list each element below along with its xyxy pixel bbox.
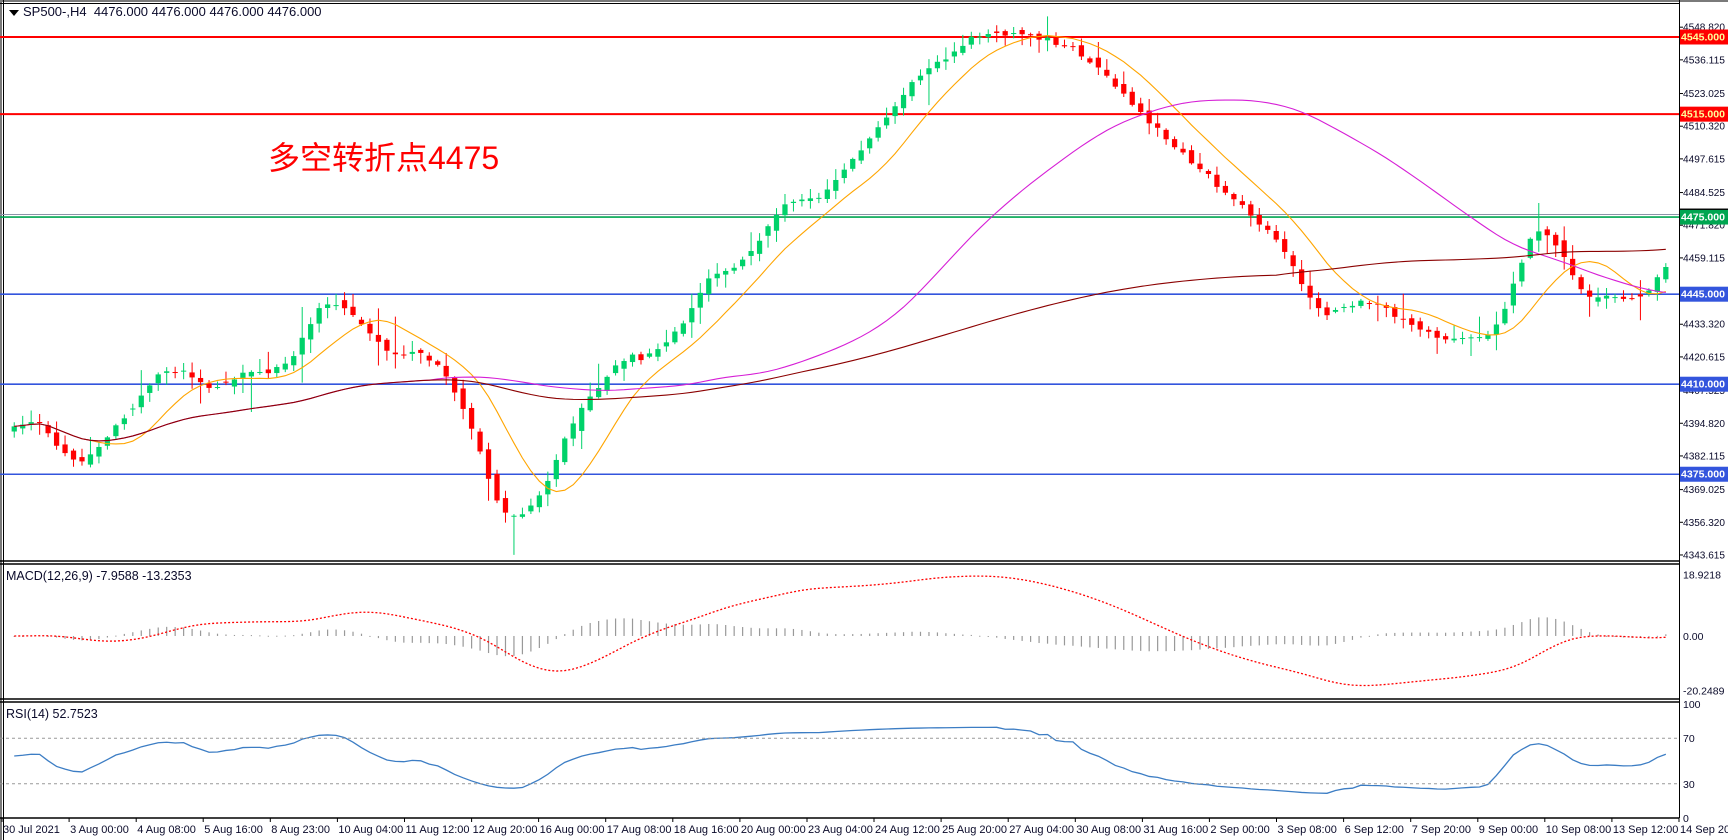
svg-text:4536.115: 4536.115 — [1683, 55, 1725, 66]
svg-text:4382.115: 4382.115 — [1683, 451, 1725, 462]
svg-text:4545.000: 4545.000 — [1681, 33, 1725, 44]
svg-text:30 Aug 08:00: 30 Aug 08:00 — [1076, 824, 1141, 836]
svg-text:6 Sep 12:00: 6 Sep 12:00 — [1345, 824, 1404, 836]
svg-text:3 Aug 00:00: 3 Aug 00:00 — [70, 824, 129, 836]
svg-text:10 Aug 04:00: 10 Aug 04:00 — [338, 824, 403, 836]
svg-text:12 Aug 20:00: 12 Aug 20:00 — [473, 824, 538, 836]
svg-text:4515.000: 4515.000 — [1681, 110, 1725, 121]
svg-text:20 Aug 00:00: 20 Aug 00:00 — [741, 824, 806, 836]
svg-text:25 Aug 20:00: 25 Aug 20:00 — [942, 824, 1007, 836]
svg-text:0.00: 0.00 — [1683, 631, 1704, 643]
svg-text:4410.000: 4410.000 — [1681, 380, 1725, 391]
svg-text:4343.615: 4343.615 — [1683, 550, 1725, 561]
svg-text:4484.525: 4484.525 — [1683, 188, 1725, 199]
svg-text:4459.115: 4459.115 — [1683, 253, 1725, 264]
svg-text:MACD(12,26,9) -7.9588 -13.2353: MACD(12,26,9) -7.9588 -13.2353 — [6, 569, 192, 583]
svg-text:23 Aug 04:00: 23 Aug 04:00 — [808, 824, 873, 836]
svg-text:27 Aug 04:00: 27 Aug 04:00 — [1009, 824, 1074, 836]
svg-text:4475.000: 4475.000 — [1681, 213, 1725, 224]
svg-text:30: 30 — [1683, 779, 1695, 791]
svg-text:8 Aug 23:00: 8 Aug 23:00 — [271, 824, 330, 836]
svg-text:7 Sep 20:00: 7 Sep 20:00 — [1412, 824, 1471, 836]
svg-text:4394.820: 4394.820 — [1683, 419, 1725, 430]
svg-text:31 Aug 16:00: 31 Aug 16:00 — [1143, 824, 1208, 836]
svg-text:13 Sep 12:00: 13 Sep 12:00 — [1613, 824, 1678, 836]
svg-text:RSI(14) 52.7523: RSI(14) 52.7523 — [6, 707, 98, 721]
svg-text:-20.2489: -20.2489 — [1683, 686, 1725, 698]
svg-text:4510.320: 4510.320 — [1683, 122, 1725, 133]
svg-text:16 Aug 00:00: 16 Aug 00:00 — [540, 824, 605, 836]
svg-text:10 Sep 08:00: 10 Sep 08:00 — [1546, 824, 1611, 836]
svg-text:4497.615: 4497.615 — [1683, 154, 1725, 165]
svg-text:17 Aug 08:00: 17 Aug 08:00 — [607, 824, 672, 836]
svg-text:30 Jul 2021: 30 Jul 2021 — [3, 824, 60, 836]
svg-text:3 Sep 08:00: 3 Sep 08:00 — [1278, 824, 1337, 836]
svg-text:5 Aug 16:00: 5 Aug 16:00 — [204, 824, 263, 836]
svg-text:9 Sep 00:00: 9 Sep 00:00 — [1479, 824, 1538, 836]
svg-text:11 Aug 12:00: 11 Aug 12:00 — [406, 824, 470, 836]
svg-text:24 Aug 12:00: 24 Aug 12:00 — [875, 824, 940, 836]
svg-text:100: 100 — [1683, 699, 1701, 711]
svg-text:4433.320: 4433.320 — [1683, 320, 1725, 331]
svg-text:4369.025: 4369.025 — [1683, 485, 1725, 496]
svg-text:14 Sep 20:00: 14 Sep 20:00 — [1680, 824, 1728, 836]
svg-text:18 Aug 16:00: 18 Aug 16:00 — [674, 824, 739, 836]
svg-text:4356.320: 4356.320 — [1683, 518, 1725, 529]
svg-text:2 Sep 00:00: 2 Sep 00:00 — [1210, 824, 1269, 836]
svg-text:4375.000: 4375.000 — [1681, 470, 1725, 481]
svg-text:4420.615: 4420.615 — [1683, 352, 1725, 363]
svg-text:70: 70 — [1683, 733, 1695, 745]
svg-text:4 Aug 08:00: 4 Aug 08:00 — [137, 824, 196, 836]
svg-text:4445.000: 4445.000 — [1681, 290, 1725, 301]
svg-text:18.9218: 18.9218 — [1683, 569, 1721, 581]
svg-text:4523.025: 4523.025 — [1683, 89, 1725, 100]
